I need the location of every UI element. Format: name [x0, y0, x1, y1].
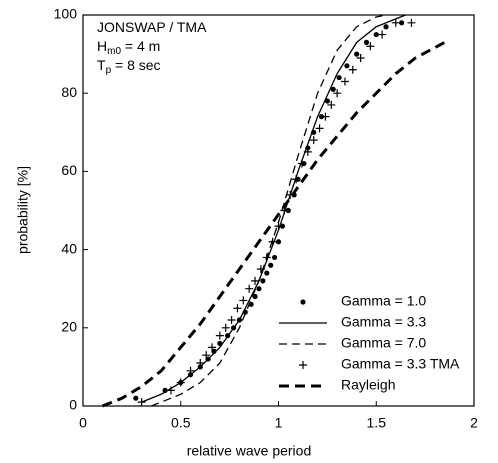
annotation-text: = 8 sec — [111, 57, 160, 73]
data-point — [344, 63, 350, 69]
data-point — [215, 331, 224, 340]
x-tick-label: 2 — [470, 415, 478, 431]
legend-swatch — [299, 361, 307, 369]
y-tick-label: 80 — [61, 84, 77, 100]
x-tick-label: 0 — [79, 415, 87, 431]
data-point — [354, 51, 360, 57]
data-point — [309, 136, 318, 145]
legend-label: Gamma = 1.0 — [341, 293, 426, 309]
data-point — [227, 315, 236, 324]
data-point — [373, 31, 379, 38]
data-point — [391, 18, 400, 27]
annotation-text: T — [97, 57, 106, 73]
data-point — [221, 323, 230, 332]
y-tick-label: 0 — [69, 397, 77, 413]
annotation-subscript: p — [106, 65, 112, 76]
series-line — [101, 41, 446, 408]
legend-label: Gamma = 3.3 — [341, 314, 426, 330]
legend-label: Gamma = 3.3 TMA — [341, 356, 460, 372]
data-point — [239, 296, 248, 305]
data-point — [262, 253, 271, 262]
data-point — [399, 20, 405, 26]
data-point — [264, 270, 270, 276]
data-point — [137, 398, 146, 407]
y-axis-label: probability [%] — [15, 166, 31, 254]
data-point — [336, 74, 342, 81]
data-point — [208, 343, 217, 352]
data-point — [324, 98, 330, 104]
data-point — [363, 39, 370, 45]
data-point — [233, 304, 242, 313]
data-point — [366, 42, 375, 51]
data-point — [274, 222, 283, 231]
data-point — [303, 147, 312, 156]
data-point — [166, 386, 175, 395]
data-point — [356, 54, 365, 63]
data-point — [202, 351, 211, 360]
data-point — [315, 124, 324, 133]
data-point — [260, 278, 266, 284]
data-point — [196, 358, 205, 367]
y-tick-label: 20 — [61, 319, 77, 335]
annotation-subscript: m0 — [107, 46, 121, 57]
data-point — [271, 254, 278, 261]
data-point — [333, 89, 342, 98]
legend-label: Rayleigh — [341, 377, 395, 393]
data-point — [321, 112, 330, 121]
legend-swatch — [300, 299, 306, 305]
data-point — [340, 77, 349, 86]
data-point — [383, 24, 389, 30]
data-point — [297, 159, 306, 168]
annotation-text: H — [97, 38, 107, 54]
data-point — [252, 293, 258, 300]
x-tick-label: 0.5 — [171, 415, 191, 431]
data-point — [256, 265, 265, 274]
data-point — [186, 366, 195, 375]
data-point — [275, 239, 282, 245]
x-tick-label: 1.5 — [367, 415, 387, 431]
data-point — [133, 395, 139, 401]
data-point — [407, 18, 416, 27]
data-point — [268, 237, 277, 246]
legend-label: Gamma = 7.0 — [341, 335, 426, 351]
y-tick-label: 40 — [61, 240, 77, 256]
annotation: Hm0 = 4 m — [97, 38, 160, 57]
data-point — [348, 65, 357, 74]
data-point — [176, 378, 185, 387]
annotation-text: JONSWAP / TMA — [97, 19, 207, 35]
annotation: Tp = 8 sec — [97, 57, 161, 76]
data-point — [327, 100, 336, 109]
y-tick-label: 100 — [54, 6, 78, 22]
x-axis-label: relative wave period — [187, 443, 312, 459]
data-point — [256, 286, 262, 292]
data-point — [251, 276, 260, 285]
y-tick-label: 60 — [61, 162, 77, 178]
data-point — [292, 175, 301, 184]
x-tick-label: 1 — [275, 415, 283, 431]
annotation: JONSWAP / TMA — [97, 19, 207, 35]
data-point — [245, 284, 254, 293]
data-point — [330, 86, 336, 92]
data-point — [268, 262, 274, 268]
annotation-text: = 4 m — [121, 38, 160, 54]
data-point — [378, 30, 387, 39]
